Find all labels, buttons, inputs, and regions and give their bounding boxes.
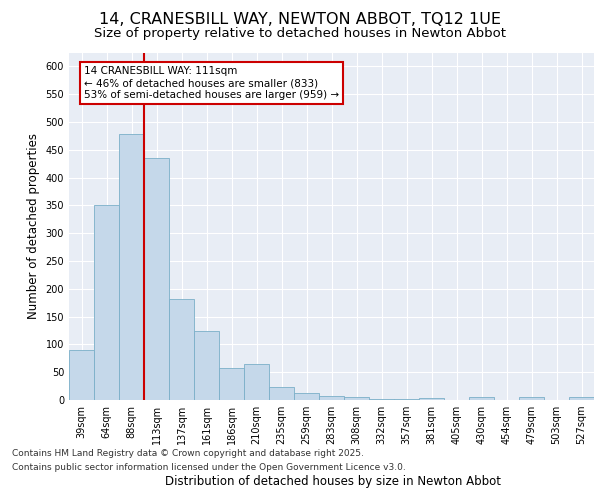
Bar (169, 299, 194, 400)
Text: Contains HM Land Registry data © Crown copyright and database right 2025.: Contains HM Land Registry data © Crown c… (12, 448, 364, 458)
Bar (94, 206, 119, 400)
Bar (569, 396, 594, 400)
Text: Contains public sector information licensed under the Open Government Licence v3: Contains public sector information licen… (12, 464, 406, 472)
Bar (144, 158, 169, 400)
Y-axis label: Number of detached properties: Number of detached properties (27, 133, 40, 320)
Bar (344, 397, 369, 400)
Bar (369, 399, 394, 400)
Text: Distribution of detached houses by size in Newton Abbot: Distribution of detached houses by size … (165, 474, 501, 488)
Bar (244, 364, 269, 400)
Bar (519, 397, 544, 400)
Bar (294, 394, 319, 400)
Bar (469, 397, 494, 400)
Text: 14, CRANESBILL WAY, NEWTON ABBOT, TQ12 1UE: 14, CRANESBILL WAY, NEWTON ABBOT, TQ12 1… (99, 12, 501, 28)
Bar (269, 387, 294, 400)
Text: Size of property relative to detached houses in Newton Abbot: Size of property relative to detached ho… (94, 28, 506, 40)
Bar (419, 398, 444, 400)
Text: 14 CRANESBILL WAY: 111sqm
← 46% of detached houses are smaller (833)
53% of semi: 14 CRANESBILL WAY: 111sqm ← 46% of detac… (84, 66, 339, 100)
Bar (69, 350, 94, 400)
Bar (219, 368, 244, 400)
Bar (119, 134, 144, 400)
Bar (194, 330, 219, 400)
Bar (319, 396, 344, 400)
